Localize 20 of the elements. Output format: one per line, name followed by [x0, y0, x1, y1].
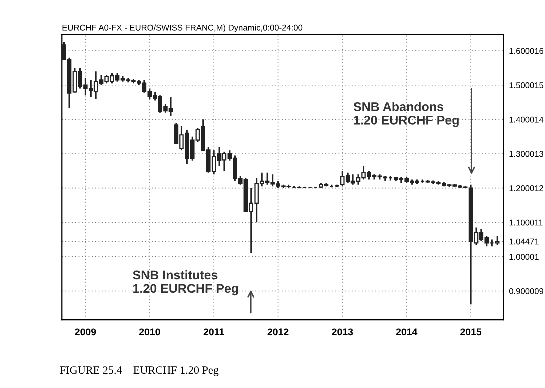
y-tick-label: 1.100011: [510, 220, 543, 226]
x-tick-label: 2013: [332, 328, 354, 336]
annotation: SNB Institutes 1.20 EURCHF Peg: [133, 270, 238, 296]
x-tick-label: 2014: [396, 328, 418, 336]
y-tick-label: 1.500015: [510, 82, 544, 88]
y-tick-label: 1.400014: [510, 116, 544, 123]
x-tick-label: 2009: [75, 328, 96, 336]
chart-title: EURCHF A0-FX - EURO/SWISS FRANC,M) Dynamic,0:00-24:00: [62, 24, 303, 32]
caption: FIGURE 25.4 EURCHF 1.20 Peg: [60, 366, 219, 376]
x-tick-label: 2011: [204, 328, 224, 336]
x-tick-label: 2015: [460, 328, 482, 336]
annotation: SNB Abandons 1.20 EURCHF Peg: [354, 102, 459, 128]
y-tick-label: 1.04471: [510, 238, 539, 245]
y-tick-label: 1.600016: [510, 48, 544, 54]
x-tick-label: 2012: [268, 328, 289, 336]
y-tick-label: 0.900009: [509, 288, 544, 294]
x-tick-label: 2010: [139, 328, 160, 336]
y-tick-label: 1.200012: [510, 186, 544, 192]
y-tick-label: 1.300013: [510, 151, 544, 158]
y-tick-label: 1.00001: [510, 254, 539, 260]
